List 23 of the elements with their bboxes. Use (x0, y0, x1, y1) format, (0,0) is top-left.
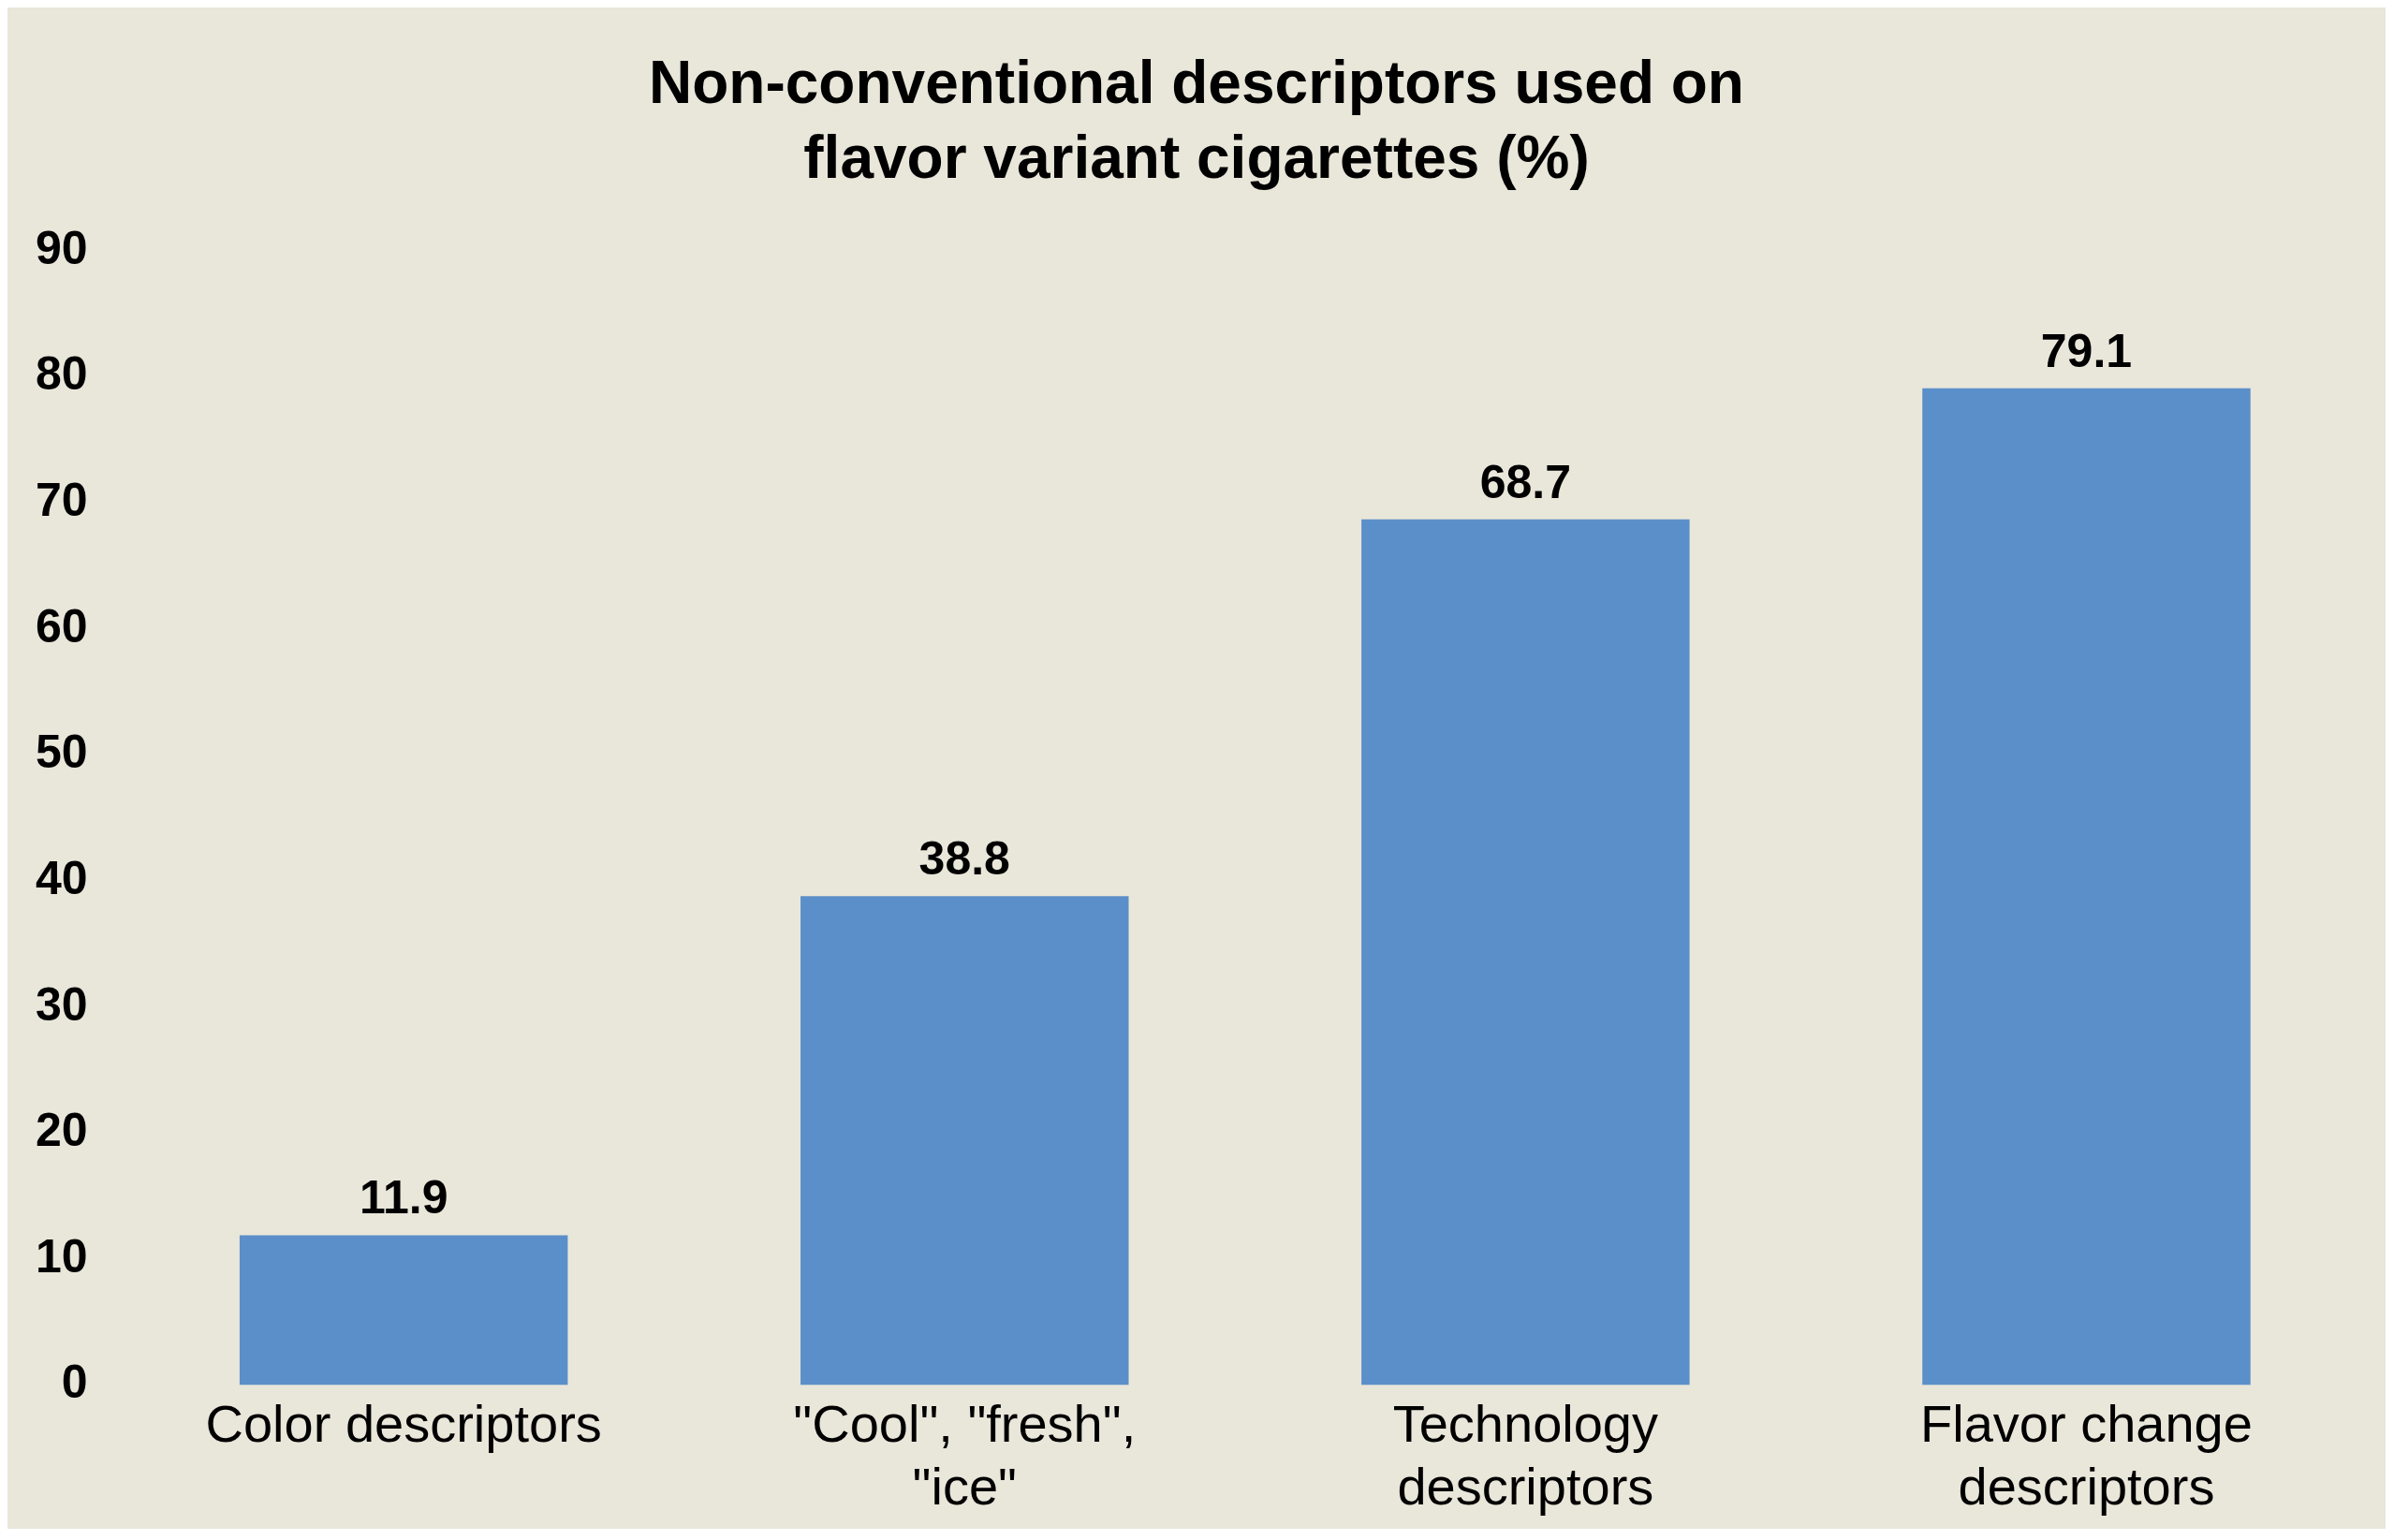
bar (1361, 519, 1690, 1386)
data-label: 79.1 (2040, 324, 2133, 377)
y-tick-label: 90 (35, 221, 88, 274)
x-tick-label: "Cool", "fresh", "ice" (793, 1393, 1137, 1516)
y-tick-label: 0 (61, 1356, 88, 1409)
bar (1922, 388, 2251, 1386)
data-label: 38.8 (918, 832, 1010, 886)
y-tick-label: 30 (35, 977, 88, 1031)
x-tick-label: Technology descriptors (1392, 1393, 1659, 1516)
y-tick-label: 80 (35, 347, 88, 401)
y-tick-label: 60 (35, 599, 88, 653)
chart-title: Non-conventional descriptors used on flavor variant cigarettes (%) (648, 48, 1745, 193)
y-tick-label: 40 (35, 851, 88, 904)
x-tick-label: Color descriptors (205, 1393, 602, 1453)
x-tick-label: Flavor change descriptors (1920, 1393, 2253, 1516)
y-tick-label: 20 (35, 1104, 88, 1157)
data-label: 68.7 (1479, 455, 1572, 508)
bar (239, 1235, 568, 1386)
y-tick-label: 50 (35, 726, 88, 779)
bar (800, 896, 1129, 1386)
y-tick-label: 70 (35, 474, 88, 527)
y-tick-label: 10 (35, 1229, 88, 1283)
data-label: 11.9 (359, 1171, 448, 1225)
